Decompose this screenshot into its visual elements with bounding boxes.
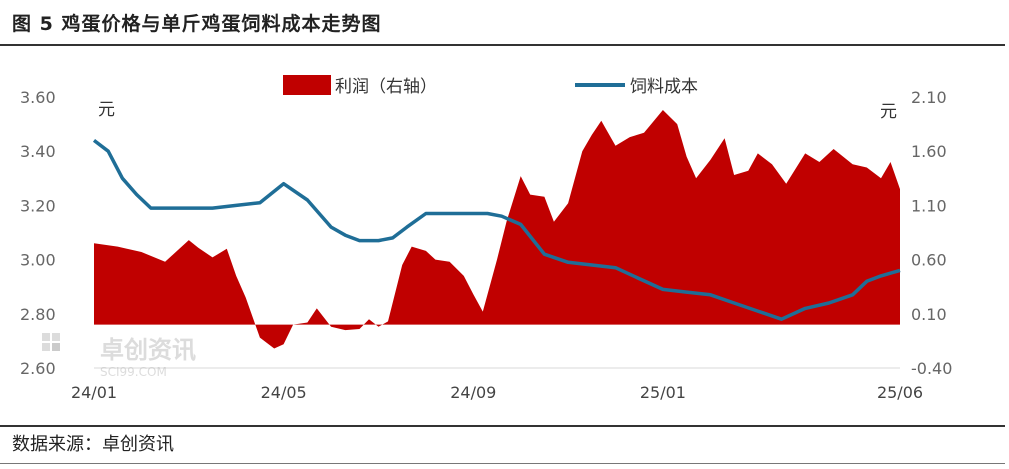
right-tick-label: 1.60 bbox=[911, 142, 947, 161]
legend-label-profit: 利润（右轴） bbox=[335, 77, 437, 97]
watermark-site: SCI99.COM bbox=[100, 365, 167, 379]
left-tick-label: 2.80 bbox=[20, 305, 56, 324]
watermark-logo-square-1 bbox=[42, 333, 50, 341]
watermark-brand: 卓创资讯 bbox=[100, 336, 196, 364]
legend: 利润（右轴） 饲料成本 bbox=[283, 75, 698, 97]
title-bar: 图 5 鸡蛋价格与单斤鸡蛋饲料成本走势图 bbox=[0, 0, 1005, 46]
right-tick-label: 1.10 bbox=[911, 196, 947, 215]
feed-cost-line bbox=[92, 139, 901, 321]
chart-title: 图 5 鸡蛋价格与单斤鸡蛋饲料成本走势图 bbox=[12, 13, 382, 35]
right-tick-label: 0.10 bbox=[911, 305, 947, 324]
right-axis-ticks: 2.10 1.60 1.10 0.60 0.10 -0.40 bbox=[911, 88, 952, 378]
right-tick-label: 0.60 bbox=[911, 251, 947, 270]
profit-area bbox=[94, 110, 900, 349]
footer-divider-top bbox=[0, 425, 1005, 427]
watermark-logo-square-4 bbox=[52, 343, 60, 351]
right-tick-label: -0.40 bbox=[911, 359, 952, 378]
data-source: 数据来源：卓创资讯 bbox=[12, 434, 174, 455]
legend-label-feed-cost: 饲料成本 bbox=[630, 77, 698, 97]
x-tick-label: 24/01 bbox=[71, 383, 117, 402]
left-tick-label: 3.00 bbox=[20, 251, 56, 270]
watermark-logo-square-3 bbox=[42, 343, 50, 351]
watermark: 卓创资讯 SCI99.COM bbox=[42, 333, 196, 379]
left-axis-unit: 元 bbox=[98, 100, 115, 120]
left-axis-ticks: 3.60 3.40 3.20 3.00 2.80 2.60 bbox=[20, 88, 56, 378]
profit-area-layer bbox=[94, 110, 900, 349]
x-axis-ticks: 24/01 24/05 24/09 25/01 25/06 bbox=[71, 383, 923, 402]
x-tick-label: 25/06 bbox=[877, 383, 923, 402]
left-tick-label: 3.60 bbox=[20, 88, 56, 107]
x-tick-label: 25/01 bbox=[640, 383, 686, 402]
right-axis-unit: 元 bbox=[880, 102, 897, 122]
left-tick-label: 2.60 bbox=[20, 359, 56, 378]
footer-divider-bottom bbox=[0, 463, 1005, 464]
watermark-logo-square-2 bbox=[52, 333, 60, 341]
right-tick-label: 2.10 bbox=[911, 88, 947, 107]
left-tick-label: 3.40 bbox=[20, 142, 56, 161]
legend-swatch-profit bbox=[283, 75, 331, 95]
x-tick-label: 24/09 bbox=[450, 383, 496, 402]
left-tick-label: 3.20 bbox=[20, 196, 56, 215]
x-tick-label: 24/05 bbox=[261, 383, 307, 402]
feed-cost-line-layer bbox=[92, 139, 901, 321]
